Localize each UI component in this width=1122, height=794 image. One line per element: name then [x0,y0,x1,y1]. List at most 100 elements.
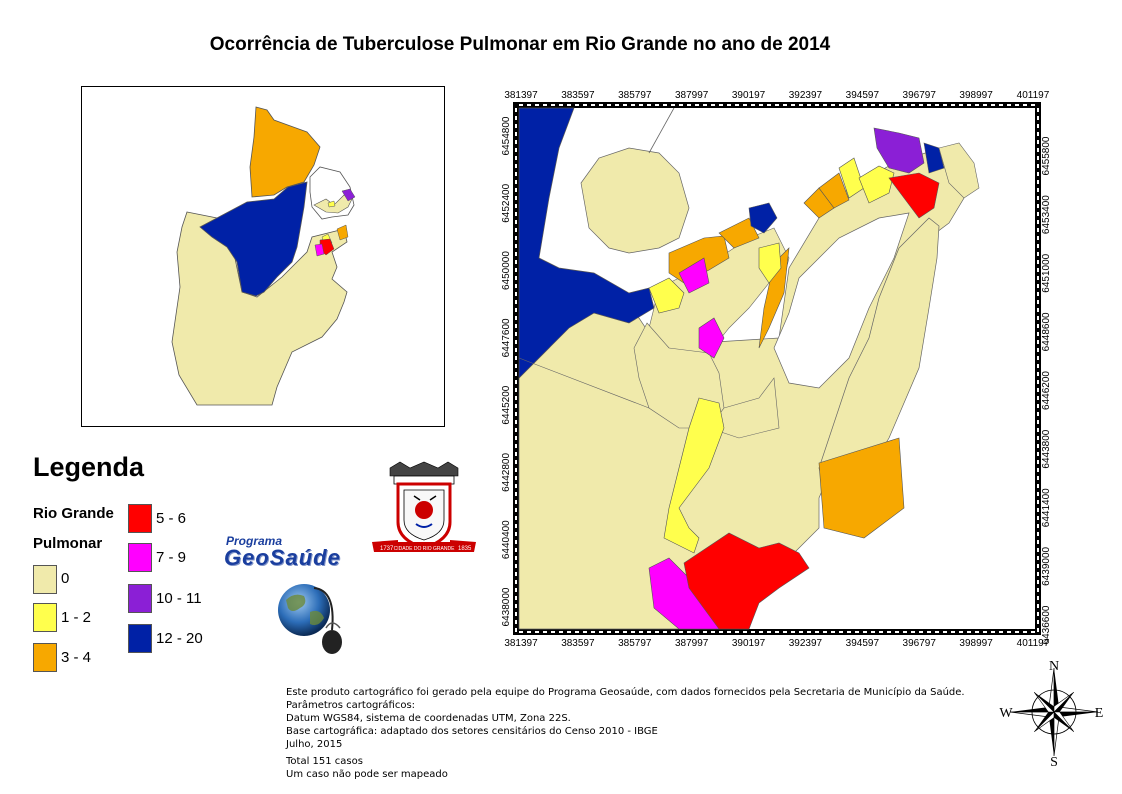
y-tick-left: 6438000 [501,587,512,626]
legend-label-3: 5 - 6 [156,510,187,527]
magenta-sector [678,257,710,294]
legend-swatch-5 [128,584,152,613]
compass-west-label: W [999,706,1013,721]
magenta-sector [698,317,725,359]
main-map: 381397 381397 383597 383597 385797 385797 3879… [497,86,1057,651]
y-tick-right: 6448600 [1041,312,1052,351]
y-tick-left: 6447600 [501,318,512,357]
purple-sector [873,127,925,174]
y-tick-right: 6446200 [1041,371,1052,410]
legend-swatch-6 [128,624,152,653]
x-tick-top: 392397 [789,90,823,101]
y-tick-left: 6440400 [501,520,512,559]
city-crest-logo: 1737 CIDADE DO RIO GRANDE 1835 [372,461,476,552]
footer-params-header: Parâmetros cartográficos: [286,700,416,711]
legend-swatch-2 [33,643,57,672]
legend-swatch-1 [33,603,57,632]
legend-label-1: 1 - 2 [61,609,92,626]
y-tick-right: 6455800 [1041,136,1052,175]
yellow-sector [758,242,782,284]
x-tick-bottom: 390197 [732,638,766,649]
geosaude-logo-text: GeoSaúde [224,545,341,570]
map-border [513,102,1041,635]
legend-label-2: 3 - 4 [61,649,92,666]
inset-west-blue [199,181,308,297]
legend-label-4: 7 - 9 [156,549,187,566]
legend-swatch-3 [128,504,152,533]
y-tick-right: 6453400 [1041,195,1052,234]
y-tick-right: 6451000 [1041,253,1052,292]
north-central-land [580,147,690,254]
blue-sector [923,142,945,174]
y-tick-right: 6436600 [1041,605,1052,644]
orange-sector [718,217,760,249]
legend-title: Legenda [33,452,145,482]
x-tick-bottom: 385797 [618,638,652,649]
geosaude-logo: Programa GeoSaúde [224,534,341,571]
lagoon [773,212,910,389]
orange-sector [818,437,905,539]
inset-map-drawing [171,106,356,406]
yellow-sector [663,397,725,554]
legend-label-6: 12 - 20 [156,630,203,647]
inset-north-orange [249,106,321,198]
x-tick-top: 383597 [561,90,595,101]
footer-credit: Este produto cartográfico foi gerado pel… [286,687,965,698]
inset-magenta-sector [314,243,325,257]
x-tick-bottom: 401197 [1017,638,1050,649]
compass-rose-icon: N S E W [999,659,1104,768]
geosaude-logo-top: Programa [226,534,283,548]
footer-unmapped: Um caso não pode ser mapeado [286,769,448,780]
west-blue-sector [518,107,655,379]
crest-year-right: 1835 [458,546,472,552]
compass-north-label: N [1049,659,1059,674]
legend-label-5: 10 - 11 [156,590,202,607]
footer-total: Total 151 casos [286,756,363,767]
y-tick-left: 6450000 [501,251,512,290]
y-tick-left: 6454800 [501,116,512,155]
compass-south-label: S [1050,755,1058,768]
y-tick-left: 6442800 [501,453,512,492]
x-tick-bottom: 383597 [561,638,595,649]
footer-base: Base cartográfica: adaptado dos setores … [286,726,658,737]
crest-text: CIDADE DO RIO GRANDE [394,546,456,552]
x-tick-bottom: 398997 [959,638,993,649]
red-sector [683,532,810,630]
legend-layer-subname: Pulmonar [33,535,103,552]
legend-swatch-4 [128,543,152,572]
inset-southern-region [171,211,348,406]
y-tick-right: 6441400 [1041,488,1052,527]
y-tick-right: 6439000 [1041,546,1052,585]
legend-layer-name: Rio Grande [33,505,114,522]
yellow-sector [858,165,895,204]
legend-label-0: 0 [61,570,70,587]
footer-date: Julho, 2015 [286,739,343,750]
compass-east-label: E [1095,706,1104,721]
x-tick-bottom: 394597 [846,638,880,649]
map-title: Ocorrência de Tuberculose Pulmonar em Ri… [209,34,831,55]
legend-swatch-0 [33,565,57,594]
tick-label-group: 381397 381397 383597 383597 385797 385797 3879… [501,90,1052,649]
map-content [518,107,1035,630]
orange-sector [818,172,850,209]
x-tick-top: 381397 [504,90,538,101]
x-tick-bottom: 396797 [903,638,937,649]
x-tick-top: 387997 [675,90,709,101]
footer-datum: Datum WGS84, sistema de coordenadas UTM,… [286,713,571,724]
x-tick-top: 394597 [846,90,880,101]
x-tick-bottom: 392397 [789,638,823,649]
footer-notes: Este produto cartográfico foi gerado pel… [286,686,965,781]
x-tick-top: 396797 [903,90,937,101]
red-sector [888,172,940,219]
y-tick-left: 6445200 [501,385,512,424]
x-tick-top: 390197 [732,90,766,101]
x-tick-bottom: 387997 [675,638,709,649]
blue-sector [748,202,778,234]
crest-year-left: 1737 [380,546,394,552]
x-tick-bottom: 381397 [504,638,538,649]
y-tick-right: 6443800 [1041,429,1052,468]
y-tick-left: 6452400 [501,183,512,222]
x-tick-top: 398997 [959,90,993,101]
inset-map [81,86,445,427]
x-tick-top: 385797 [618,90,652,101]
